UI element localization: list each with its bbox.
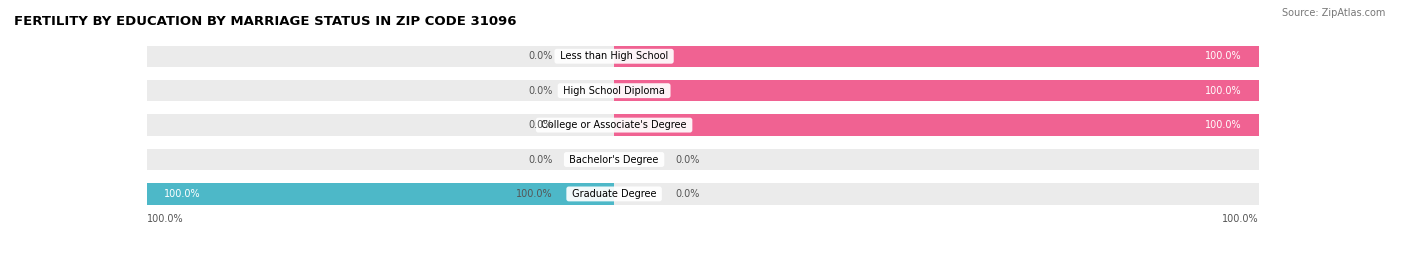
- Text: Less than High School: Less than High School: [557, 51, 671, 61]
- Text: 0.0%: 0.0%: [529, 51, 553, 61]
- Text: 100.0%: 100.0%: [1205, 120, 1241, 130]
- Text: Source: ZipAtlas.com: Source: ZipAtlas.com: [1281, 8, 1385, 18]
- Bar: [148, 183, 614, 204]
- Bar: [148, 46, 1258, 67]
- Bar: [614, 114, 1258, 136]
- Text: Graduate Degree: Graduate Degree: [569, 189, 659, 199]
- Bar: [614, 46, 1258, 67]
- Text: College or Associate's Degree: College or Associate's Degree: [538, 120, 690, 130]
- Text: High School Diploma: High School Diploma: [560, 86, 668, 96]
- Bar: [614, 80, 1258, 101]
- Text: 100.0%: 100.0%: [148, 214, 184, 224]
- Bar: [148, 149, 1258, 170]
- Text: 0.0%: 0.0%: [529, 86, 553, 96]
- Text: 100.0%: 100.0%: [165, 189, 201, 199]
- Text: 100.0%: 100.0%: [1205, 51, 1241, 61]
- Text: 0.0%: 0.0%: [675, 155, 700, 165]
- Text: 100.0%: 100.0%: [1222, 214, 1258, 224]
- Bar: [148, 183, 1258, 204]
- Text: 0.0%: 0.0%: [529, 155, 553, 165]
- Text: 0.0%: 0.0%: [675, 189, 700, 199]
- Text: 0.0%: 0.0%: [529, 120, 553, 130]
- Text: FERTILITY BY EDUCATION BY MARRIAGE STATUS IN ZIP CODE 31096: FERTILITY BY EDUCATION BY MARRIAGE STATU…: [14, 15, 516, 28]
- Bar: [148, 114, 1258, 136]
- Text: 100.0%: 100.0%: [1205, 86, 1241, 96]
- Bar: [148, 80, 1258, 101]
- Text: Bachelor's Degree: Bachelor's Degree: [567, 155, 662, 165]
- Text: 100.0%: 100.0%: [516, 189, 553, 199]
